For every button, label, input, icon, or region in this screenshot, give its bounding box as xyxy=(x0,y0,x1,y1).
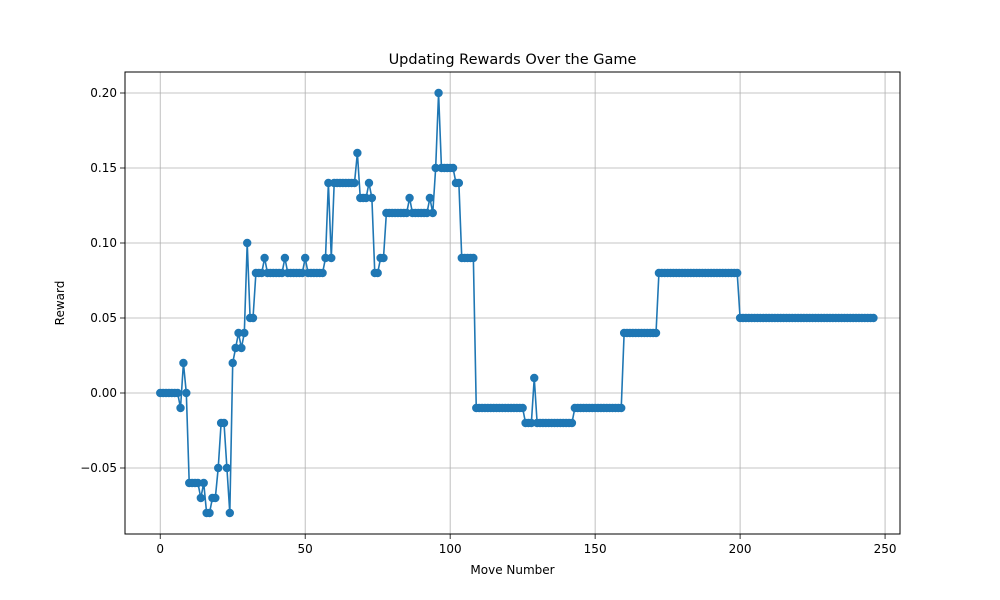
data-point xyxy=(361,193,371,203)
data-point xyxy=(219,418,229,428)
data-point xyxy=(431,163,440,173)
data-point xyxy=(869,313,878,323)
data-point xyxy=(280,253,290,263)
data-point xyxy=(211,493,220,503)
data-point xyxy=(422,208,432,218)
data-point xyxy=(405,193,414,203)
data-point xyxy=(193,478,203,488)
x-tick-label: 0 xyxy=(156,542,164,556)
data-point xyxy=(222,463,232,473)
data-point xyxy=(324,178,333,188)
data-point xyxy=(205,508,214,518)
data-point xyxy=(353,148,362,158)
data-point xyxy=(277,268,287,278)
data-point xyxy=(518,403,527,413)
chart-title: Updating Rewards Over the Game xyxy=(389,52,637,68)
data-point xyxy=(243,238,252,248)
data-point xyxy=(301,253,310,263)
x-tick-label: 100 xyxy=(439,542,462,556)
data-point xyxy=(173,388,182,398)
y-tick-label: 0.10 xyxy=(90,236,117,250)
data-point xyxy=(260,253,269,263)
x-tick-label: 200 xyxy=(729,542,752,556)
data-point xyxy=(179,358,188,368)
data-point xyxy=(402,208,411,218)
data-point xyxy=(651,328,661,338)
data-point xyxy=(298,268,307,278)
x-tick-label: 150 xyxy=(584,542,607,556)
data-point xyxy=(617,403,626,413)
data-point xyxy=(733,268,742,278)
data-point xyxy=(231,343,240,353)
data-point xyxy=(237,343,246,353)
data-point xyxy=(454,178,464,188)
y-tick-label: 0.05 xyxy=(90,311,117,325)
data-point xyxy=(428,208,437,218)
data-point xyxy=(321,253,330,263)
data-point xyxy=(318,268,327,278)
data-point xyxy=(364,178,374,188)
data-point xyxy=(240,328,249,338)
y-tick-label: 0.15 xyxy=(90,161,117,175)
y-axis-ticks: −0.05 0.00 0.05 0.10 0.15 0.20 xyxy=(80,86,125,475)
data-point xyxy=(176,403,185,413)
x-tick-label: 250 xyxy=(874,542,897,556)
data-point xyxy=(567,418,577,428)
data-point xyxy=(367,193,377,203)
data-point xyxy=(530,373,539,383)
data-point xyxy=(196,493,206,503)
grid xyxy=(125,72,900,534)
data-point xyxy=(469,253,478,263)
data-point xyxy=(448,163,458,173)
series xyxy=(156,88,878,518)
x-axis-label: Move Number xyxy=(470,563,554,577)
data-point xyxy=(373,268,382,278)
data-point xyxy=(257,268,266,278)
y-tick-label: 0.20 xyxy=(90,86,117,100)
data-point xyxy=(379,253,388,263)
data-point xyxy=(434,88,443,98)
data-point xyxy=(425,193,435,203)
data-point xyxy=(199,478,208,488)
data-point xyxy=(228,358,237,368)
data-point xyxy=(234,328,243,338)
y-tick-label: 0.00 xyxy=(90,386,117,400)
x-tick-label: 50 xyxy=(298,542,313,556)
plot-frame xyxy=(124,71,901,535)
y-axis-label: Reward xyxy=(53,281,67,326)
data-point xyxy=(248,313,258,323)
data-point xyxy=(350,178,359,188)
data-point xyxy=(327,253,336,263)
y-tick-label: −0.05 xyxy=(80,461,117,475)
x-axis-ticks: 0 50 100 150 200 250 xyxy=(156,534,897,556)
data-point xyxy=(182,388,191,398)
data-point xyxy=(527,418,536,428)
data-point xyxy=(225,508,235,518)
data-point xyxy=(214,463,223,473)
